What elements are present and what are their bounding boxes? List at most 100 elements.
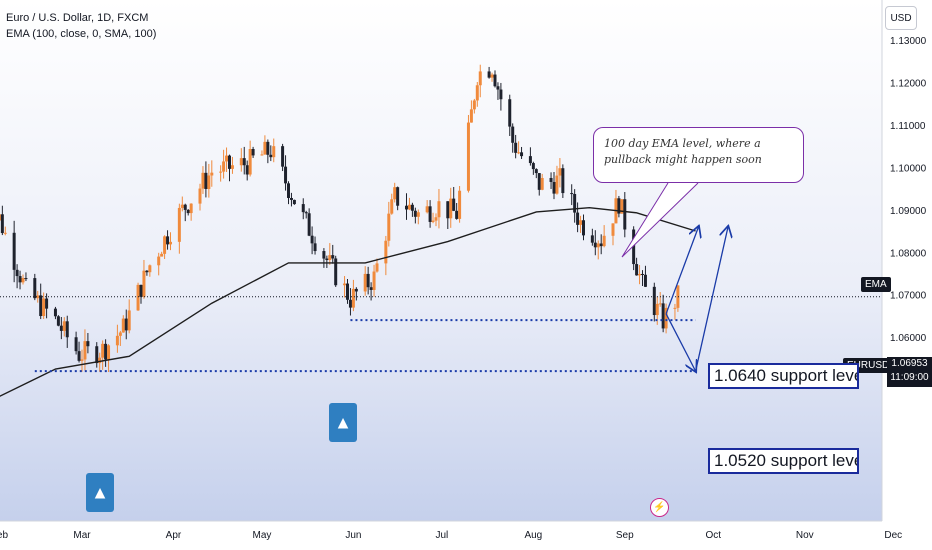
candle-body — [520, 152, 524, 157]
candle — [74, 331, 78, 355]
candle — [570, 184, 574, 206]
candle-body — [86, 341, 90, 347]
candle-body — [310, 235, 314, 244]
indicator-legend[interactable]: EMA (100, close, 0, SMA, 100) — [6, 28, 157, 40]
candle — [210, 160, 214, 187]
candle — [641, 270, 644, 287]
ema-callout: 100 day EMA level, where a pullback migh… — [593, 127, 804, 183]
projection-arrow-down — [665, 313, 696, 371]
candle — [127, 299, 131, 334]
projection-arrow-up-far — [694, 227, 728, 372]
candle — [573, 189, 577, 223]
candle-body — [372, 271, 376, 290]
up-marker-june: ▲ — [329, 403, 357, 442]
candle — [325, 255, 329, 268]
candle — [24, 272, 28, 282]
candle-body — [263, 141, 267, 155]
x-tick-label: Dec — [884, 530, 902, 541]
candle — [396, 186, 400, 211]
candle — [496, 82, 500, 100]
candle — [576, 202, 580, 233]
candle — [15, 264, 19, 289]
candle-body — [579, 220, 583, 225]
candle — [59, 317, 63, 340]
candle-body — [334, 258, 338, 286]
candle — [475, 81, 479, 107]
candle-body — [39, 295, 43, 317]
y-tick-label: 1.08000 — [890, 248, 927, 259]
candle-body — [478, 71, 482, 86]
candle-body — [384, 240, 388, 264]
candle — [328, 243, 332, 265]
candle-body — [304, 212, 308, 214]
x-tick-label: Mar — [73, 530, 91, 541]
candle — [18, 270, 22, 290]
candle — [163, 235, 167, 260]
candle-body — [21, 278, 25, 283]
candle-body — [407, 204, 411, 210]
candle — [118, 330, 122, 346]
candle — [33, 273, 37, 301]
x-tick-label: May — [252, 530, 271, 541]
candle — [272, 138, 276, 163]
candle-body — [410, 204, 414, 211]
candle — [487, 66, 491, 79]
candle-body — [77, 351, 81, 361]
plot-background — [0, 0, 882, 521]
candle — [56, 315, 60, 327]
candle — [301, 198, 305, 220]
candle — [490, 72, 494, 82]
candle-body — [366, 273, 370, 288]
candle — [369, 282, 373, 301]
candle-body — [549, 177, 553, 182]
candle-body — [346, 283, 349, 300]
candle-body — [658, 303, 662, 305]
candle-body — [322, 251, 326, 259]
candle — [351, 279, 355, 312]
candle — [222, 149, 226, 179]
candle-body — [245, 165, 249, 175]
candle — [555, 165, 559, 195]
candle-body — [24, 278, 28, 280]
candle-body — [328, 255, 332, 260]
candle-body — [331, 255, 335, 259]
candle — [266, 139, 270, 164]
candle-body — [189, 203, 193, 214]
candle-body — [166, 236, 170, 245]
candle-body — [531, 163, 535, 170]
candle — [42, 292, 46, 320]
candle — [552, 171, 556, 200]
currency-button[interactable]: USD — [885, 6, 917, 30]
candle — [508, 94, 512, 137]
candle — [287, 181, 290, 205]
candle — [599, 234, 603, 255]
candle-body — [558, 168, 562, 176]
candle — [145, 270, 149, 276]
triangle-up-icon: ▲ — [334, 412, 352, 432]
support-label-upper: 1.0640 support level — [708, 363, 859, 389]
candle-body — [596, 243, 600, 248]
candle — [12, 220, 16, 283]
candle-body — [127, 310, 131, 331]
up-marker-march: ▲ — [86, 473, 114, 512]
candle — [289, 192, 293, 207]
candle-body — [18, 276, 22, 283]
candle — [139, 284, 143, 304]
candle-body — [183, 204, 187, 210]
candle-body — [635, 264, 639, 276]
bar-countdown: 11:09:00 — [890, 372, 929, 383]
candle — [80, 349, 84, 372]
lightning-icon[interactable]: ⚡ — [650, 498, 669, 517]
y-tick-label: 1.11000 — [890, 121, 926, 132]
candle — [354, 287, 358, 301]
candle — [632, 226, 636, 271]
candle — [602, 225, 606, 248]
candle-body — [287, 183, 290, 198]
candle — [292, 199, 296, 205]
candle — [313, 236, 317, 255]
candle — [425, 200, 429, 214]
candle — [160, 251, 164, 257]
last-price-badge: 1.06953 11:09:00 — [887, 357, 932, 387]
